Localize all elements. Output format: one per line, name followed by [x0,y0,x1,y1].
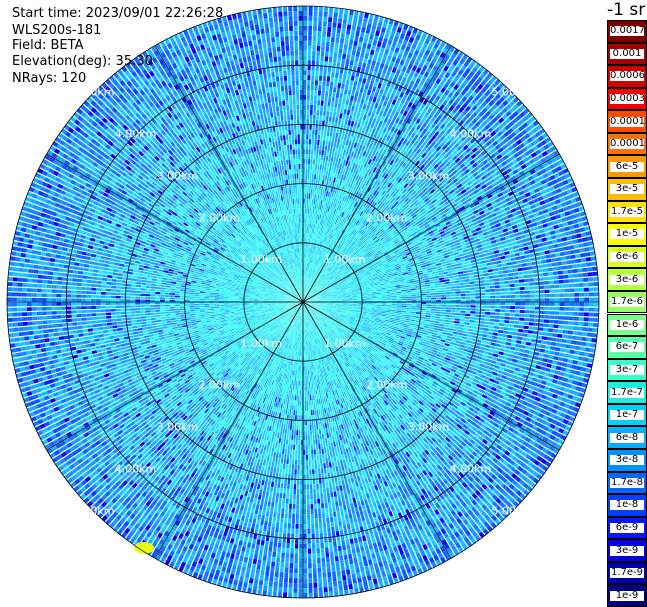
nrays-label: NRays: 120 [12,71,86,86]
ring-label: 3.00km [157,421,199,434]
ring-label: 5.00km [73,504,115,517]
colorbar-label: 6e-5 [610,162,644,172]
colorbar-swatch: 3e-7 [607,359,647,382]
colorbar-swatch: 3e-8 [607,449,647,472]
colorbar-swatch: 6e-8 [607,426,647,449]
colorbar-swatch: 1.7e-5 [607,201,647,224]
colorbar-swatch: 1e-5 [607,223,647,246]
colorbar-label: 0.001 [610,49,644,59]
colorbar-label: 6e-7 [610,342,644,352]
colorbar-swatch: 1.7e-7 [607,381,647,404]
ring-label: 5.00km [73,86,115,99]
ring-label: 1.00km [240,337,282,350]
ring-label: 2.00km [198,211,240,224]
high-backscatter-patch [134,542,154,554]
colorbar-swatch: 6e-9 [607,517,647,540]
colorbar-label: 1.7e-6 [610,297,644,307]
colorbar-label: 1e-8 [610,500,644,510]
ring-label: 3.00km [157,169,199,182]
colorbar-label: 0.00017 [610,117,644,127]
colorbar-swatch: 3e-9 [607,539,647,562]
colorbar-label: 0.0003 [610,94,644,104]
start-time-label: Start time: 2023/09/01 22:26:28 [12,6,223,21]
colorbar-label: 1.7e-8 [610,478,644,488]
ring-label: 2.00km [366,211,408,224]
colorbar-swatch: 3e-6 [607,268,647,291]
ring-label: 2.00km [366,379,408,392]
colorbar-swatch: 6e-5 [607,155,647,178]
colorbar-label: 3e-8 [610,455,644,465]
colorbar-swatch: 0.0006 [607,65,647,88]
colorbar-swatch: 1.7e-9 [607,562,647,585]
ring-label: 1.00km [324,337,366,350]
colorbar-swatch: 0.00017 [607,110,647,133]
colorbar-swatch: 0.0001 [607,133,647,156]
ring-label: 2.00km [198,379,240,392]
ring-label: 5.00km [492,504,534,517]
ring-label: 3.00km [408,169,450,182]
colorbar-label: 3e-5 [610,184,644,194]
ring-label: 1.00km [324,253,366,266]
colorbar-swatch: 1e-7 [607,404,647,427]
ring-label: 5.00km [492,86,534,99]
colorbar-label: 0.0001 [610,139,644,149]
colorbar-label: 3e-7 [610,365,644,375]
colorbar-label: 0.0006 [610,71,644,81]
ring-label: 4.00km [450,462,492,475]
colorbar-label: 1e-6 [610,320,644,330]
colorbar-swatch: 1.7e-8 [607,472,647,495]
colorbar-swatch: 1e-9 [607,584,647,607]
colorbar-label: 1e-5 [610,229,644,239]
colorbar-label: 3e-6 [610,275,644,285]
colorbar-label: 6e-9 [610,523,644,533]
ring-label: 1.00km [240,253,282,266]
colorbar-swatch: 3e-5 [607,178,647,201]
ppi-plot: 1.00km 1.00km 1.00km 1.00km 2.00km 2.00km 2.00… [0,0,607,607]
colorbar-label: 1e-7 [610,410,644,420]
colorbar-swatch: 0.0017 [607,20,647,43]
colorbar-label: 6e-6 [610,252,644,262]
colorbar-label: 1e-9 [610,591,644,601]
colorbar-swatch: 0.0003 [607,88,647,111]
colorbar-swatch: 6e-6 [607,246,647,269]
colorbar-swatch: 1e-6 [607,314,647,337]
colorbar-label: 0.0017 [610,26,644,36]
field-label: Field: BETA [12,38,83,53]
colorbar-label: 6e-8 [610,433,644,443]
colorbar-swatch: 1e-8 [607,494,647,517]
colorbar-swatch: 6e-7 [607,336,647,359]
colorbar-label: 1.7e-5 [610,207,644,217]
colorbar-label: 1.7e-7 [610,388,644,398]
elevation-label: Elevation(deg): 35.30 [12,54,153,69]
site-label: WLS200s-181 [12,23,101,38]
colorbar-label: 1.7e-9 [610,568,644,578]
ring-label: 4.00km [115,462,157,475]
colorbar-swatch: 1.7e-6 [607,291,647,314]
ring-label: 3.00km [408,421,450,434]
ring-label: 4.00km [115,128,157,141]
colorbar-swatch: 0.001 [607,43,647,66]
colorbar-title: -1 sr [607,0,645,20]
ring-label: 4.00km [450,128,492,141]
colorbar-label: 3e-9 [610,546,644,556]
